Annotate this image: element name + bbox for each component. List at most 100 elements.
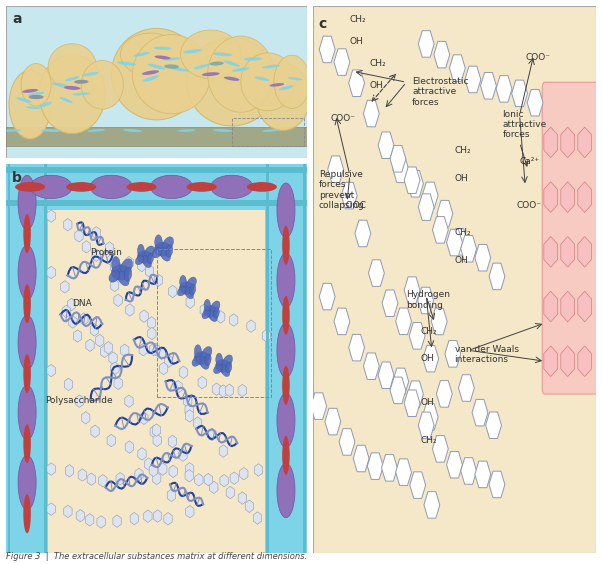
Ellipse shape [277,183,295,237]
Ellipse shape [142,70,159,75]
FancyBboxPatch shape [6,6,307,158]
Ellipse shape [23,424,31,463]
Ellipse shape [214,308,219,318]
Ellipse shape [262,65,280,68]
Ellipse shape [282,226,290,265]
Ellipse shape [3,129,21,132]
Ellipse shape [147,253,154,264]
Ellipse shape [282,366,290,405]
Ellipse shape [179,275,187,288]
Ellipse shape [178,129,196,132]
FancyBboxPatch shape [313,6,596,553]
Text: Electrostatic
attractive
forces: Electrostatic attractive forces [412,77,468,107]
Ellipse shape [23,354,31,393]
Text: CH₂: CH₂ [350,15,367,24]
Ellipse shape [179,282,194,294]
FancyBboxPatch shape [542,82,602,394]
Text: DNA: DNA [72,298,92,307]
Ellipse shape [277,393,295,448]
Ellipse shape [65,76,79,81]
Ellipse shape [192,356,201,366]
Text: Polysaccharide: Polysaccharide [45,396,113,405]
Ellipse shape [18,245,36,300]
FancyBboxPatch shape [7,164,10,553]
Ellipse shape [154,242,171,256]
Text: Repulsive
forces
prevent
collapsing: Repulsive forces prevent collapsing [318,170,364,210]
Text: c: c [318,16,327,30]
FancyBboxPatch shape [265,164,307,553]
Ellipse shape [199,357,209,369]
Ellipse shape [9,70,51,139]
Ellipse shape [282,436,290,475]
FancyBboxPatch shape [45,164,47,553]
Text: van der Waals
interactions: van der Waals interactions [455,345,518,364]
FancyBboxPatch shape [6,200,307,206]
Ellipse shape [137,251,152,263]
Ellipse shape [183,49,202,54]
Ellipse shape [277,253,295,307]
Text: Protein: Protein [90,248,122,257]
Ellipse shape [282,296,290,335]
FancyBboxPatch shape [266,164,268,553]
Ellipse shape [202,72,220,76]
Ellipse shape [216,360,230,372]
Text: COO⁻: COO⁻ [330,113,355,122]
Ellipse shape [18,456,36,510]
FancyBboxPatch shape [303,164,305,553]
Ellipse shape [163,58,181,60]
Ellipse shape [254,77,270,81]
Ellipse shape [135,255,144,265]
Ellipse shape [256,64,310,130]
Text: OH: OH [421,354,434,363]
Ellipse shape [190,284,196,295]
Ellipse shape [60,97,73,103]
Ellipse shape [194,351,209,365]
Ellipse shape [202,346,212,360]
Text: CH₂: CH₂ [455,228,471,237]
Text: OH: OH [350,37,364,46]
Ellipse shape [152,248,162,258]
Text: OH: OH [370,81,383,90]
Ellipse shape [155,55,170,59]
Ellipse shape [16,98,32,103]
Text: Ca²⁺: Ca²⁺ [520,157,540,166]
Ellipse shape [18,315,36,370]
Ellipse shape [64,86,81,90]
Ellipse shape [133,52,150,57]
Ellipse shape [148,64,165,69]
Ellipse shape [184,287,194,299]
Ellipse shape [22,89,38,93]
Ellipse shape [213,129,232,132]
Text: Ionic
attractive
forces: Ionic attractive forces [503,109,547,139]
Ellipse shape [205,354,211,365]
Text: CH₂: CH₂ [421,327,437,336]
Ellipse shape [132,34,211,114]
Ellipse shape [137,244,144,257]
Text: ⁻OOC: ⁻OOC [341,201,367,210]
Ellipse shape [112,257,120,273]
FancyBboxPatch shape [6,167,307,173]
Ellipse shape [204,299,211,312]
Ellipse shape [48,44,96,90]
Text: OH: OH [455,174,468,183]
Ellipse shape [202,310,210,319]
Text: CH₂: CH₂ [421,437,437,446]
Ellipse shape [194,345,202,359]
Ellipse shape [209,61,224,65]
Ellipse shape [223,60,240,67]
Ellipse shape [204,306,217,318]
Ellipse shape [181,30,241,79]
Ellipse shape [82,72,99,76]
Ellipse shape [163,237,173,251]
FancyBboxPatch shape [6,164,307,553]
Ellipse shape [87,129,105,132]
Ellipse shape [216,353,223,366]
Text: CH₂: CH₂ [455,146,471,155]
Text: CH₂: CH₂ [370,59,386,68]
Ellipse shape [277,323,295,378]
Ellipse shape [109,271,120,282]
Ellipse shape [120,259,132,275]
Ellipse shape [28,92,45,96]
Ellipse shape [226,362,232,373]
Ellipse shape [187,277,196,290]
